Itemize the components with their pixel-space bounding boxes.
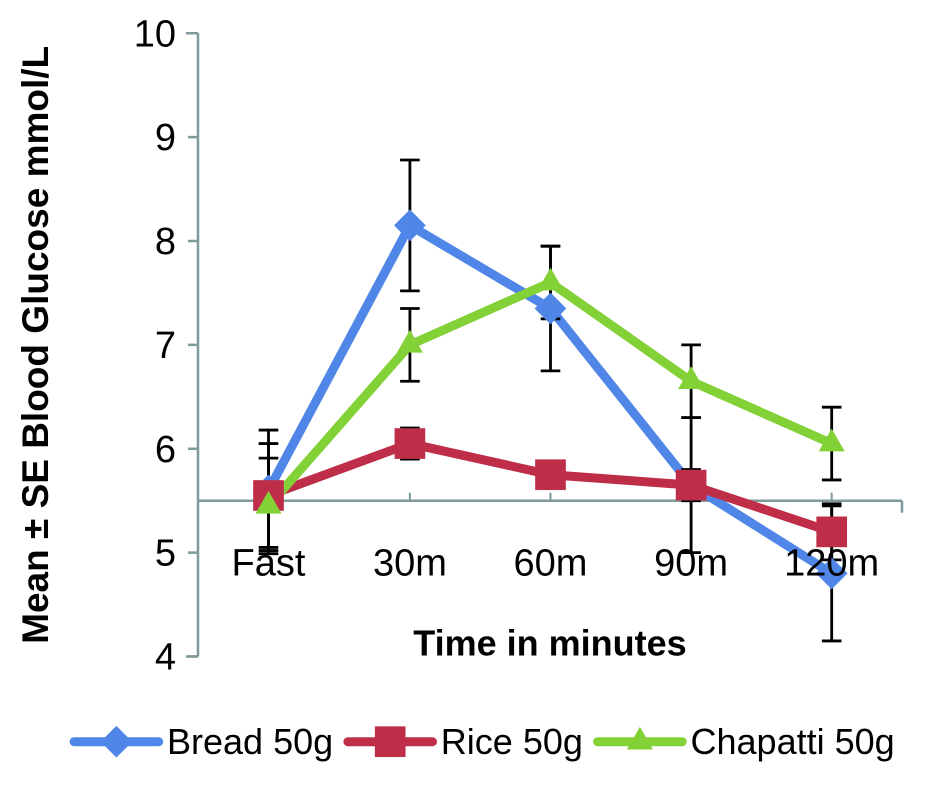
svg-text:8: 8	[155, 221, 176, 263]
svg-text:Rice 50g: Rice 50g	[441, 721, 583, 762]
svg-text:4: 4	[155, 637, 176, 679]
svg-text:90m: 90m	[654, 543, 728, 585]
svg-text:Time in minutes: Time in minutes	[413, 623, 686, 664]
svg-text:7: 7	[155, 325, 176, 367]
svg-text:9: 9	[155, 117, 176, 159]
svg-text:Mean ± SE Blood Glucose mmol/L: Mean ± SE Blood Glucose mmol/L	[15, 46, 56, 644]
svg-text:6: 6	[155, 429, 176, 471]
svg-text:120m: 120m	[784, 543, 879, 585]
svg-text:Fast: Fast	[232, 543, 306, 585]
svg-text:30m: 30m	[373, 543, 447, 585]
svg-text:5: 5	[155, 533, 176, 575]
svg-text:Chapatti 50g: Chapatti 50g	[691, 721, 895, 762]
svg-text:60m: 60m	[514, 543, 588, 585]
svg-text:Bread 50g: Bread 50g	[167, 721, 333, 762]
svg-text:10: 10	[134, 13, 176, 55]
